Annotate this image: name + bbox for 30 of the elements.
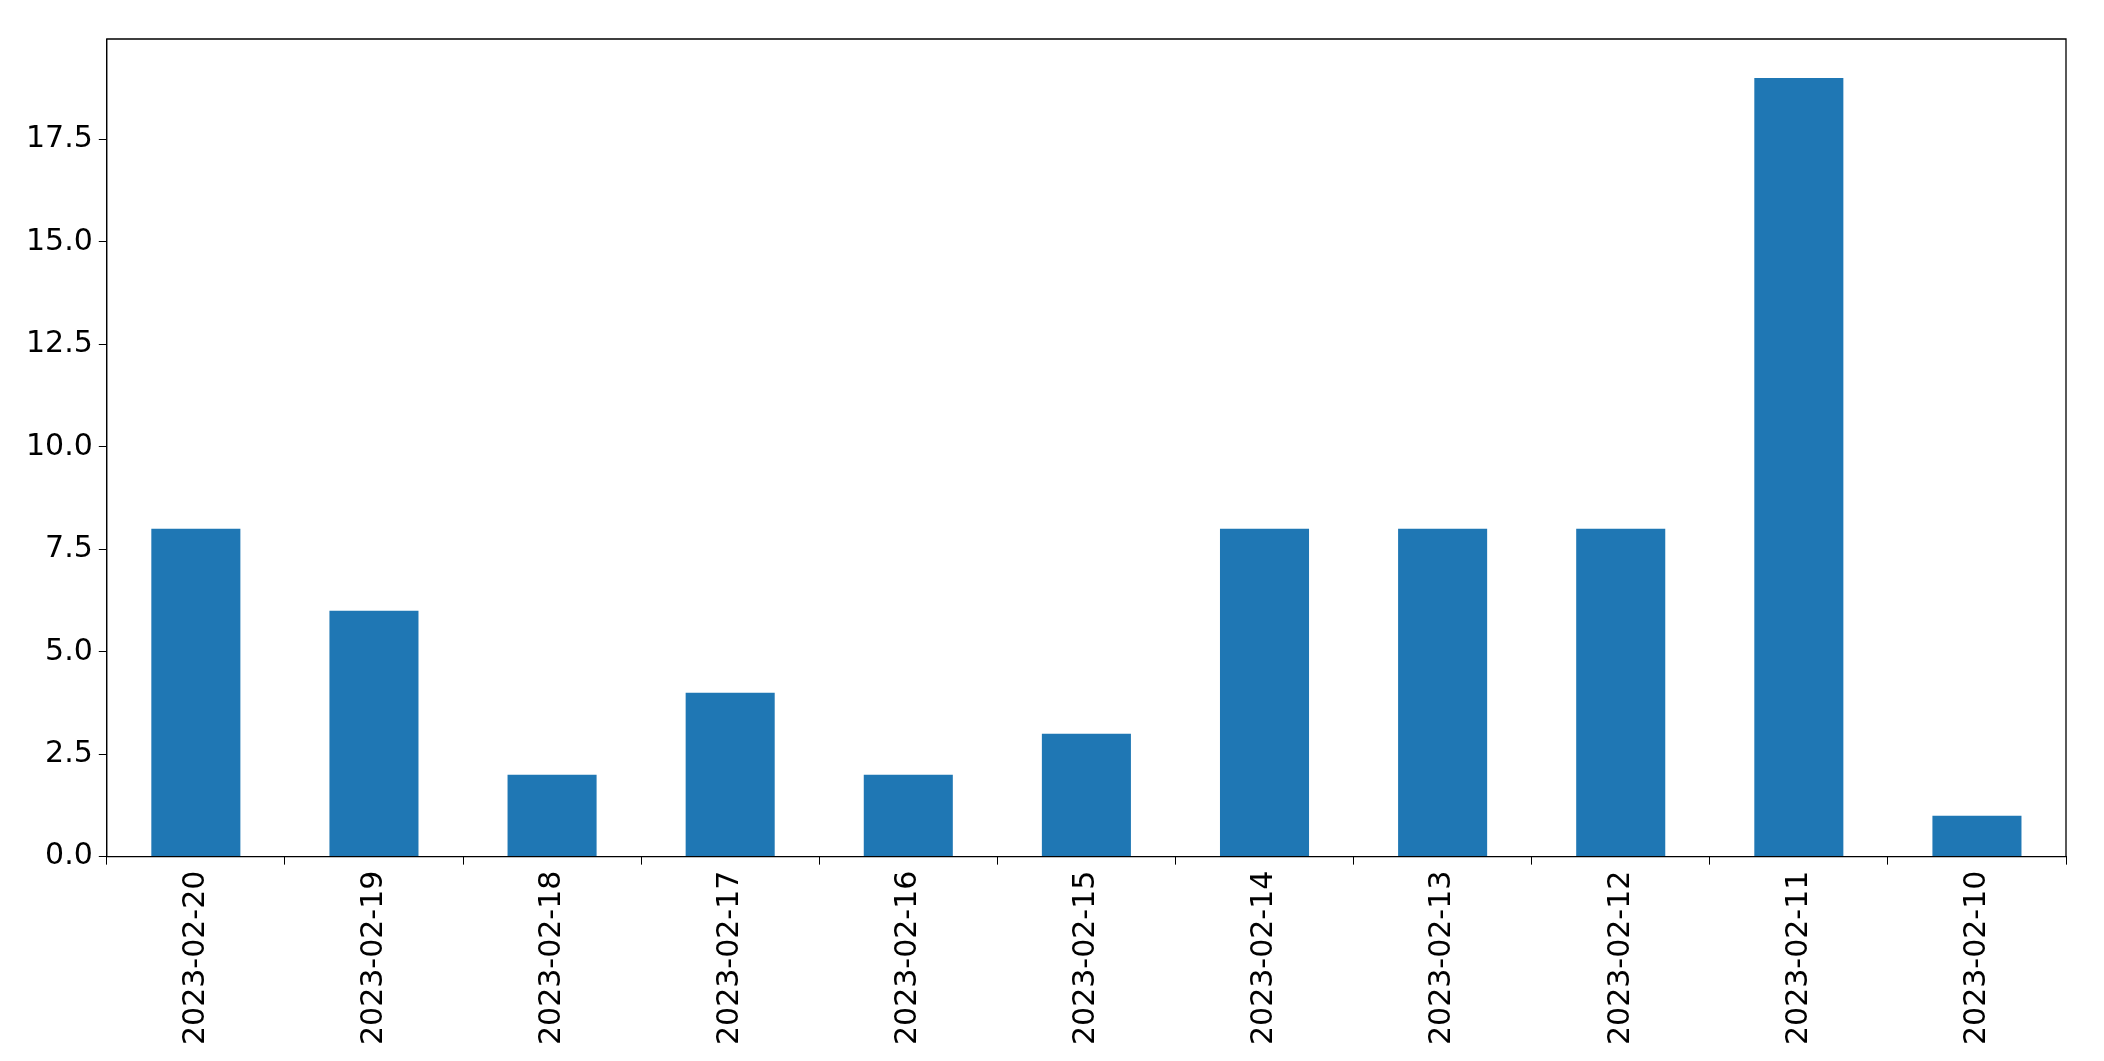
bar [863, 774, 953, 857]
y-tick-label: 7.5 [45, 529, 93, 565]
x-tick-label: 2023-02-12 [1600, 870, 1636, 1046]
x-tick-label: 2023-02-14 [1244, 870, 1280, 1046]
bar [685, 692, 775, 857]
x-tick-label: 2023-02-17 [709, 870, 745, 1046]
bar [1041, 733, 1131, 857]
y-tick-label: 0.0 [45, 836, 93, 872]
y-tick-label: 15.0 [26, 221, 93, 257]
x-tick-label: 2023-02-10 [1956, 870, 1992, 1046]
bar [1576, 528, 1666, 857]
bar [1932, 815, 2022, 857]
x-tick-label: 2023-02-18 [531, 870, 567, 1046]
y-tick-label: 12.5 [26, 324, 93, 360]
y-tick-label: 17.5 [26, 119, 93, 155]
x-tick-label: 2023-02-11 [1778, 870, 1814, 1046]
y-tick-label: 2.5 [45, 733, 93, 769]
y-tick-label: 5.0 [45, 631, 93, 667]
x-tick-label: 2023-02-16 [888, 870, 924, 1046]
bar [1754, 77, 1844, 857]
bar [329, 610, 419, 857]
x-tick-label: 2023-02-13 [1422, 870, 1458, 1046]
x-tick-label: 2023-02-15 [1066, 870, 1102, 1046]
bar [1219, 528, 1310, 857]
y-tick-label: 10.0 [26, 426, 93, 462]
bar [507, 774, 597, 857]
x-tick-label: 2023-02-19 [353, 870, 389, 1046]
bar [151, 528, 241, 857]
x-tick-label: 2023-02-20 [175, 870, 211, 1046]
bar [1398, 528, 1488, 857]
